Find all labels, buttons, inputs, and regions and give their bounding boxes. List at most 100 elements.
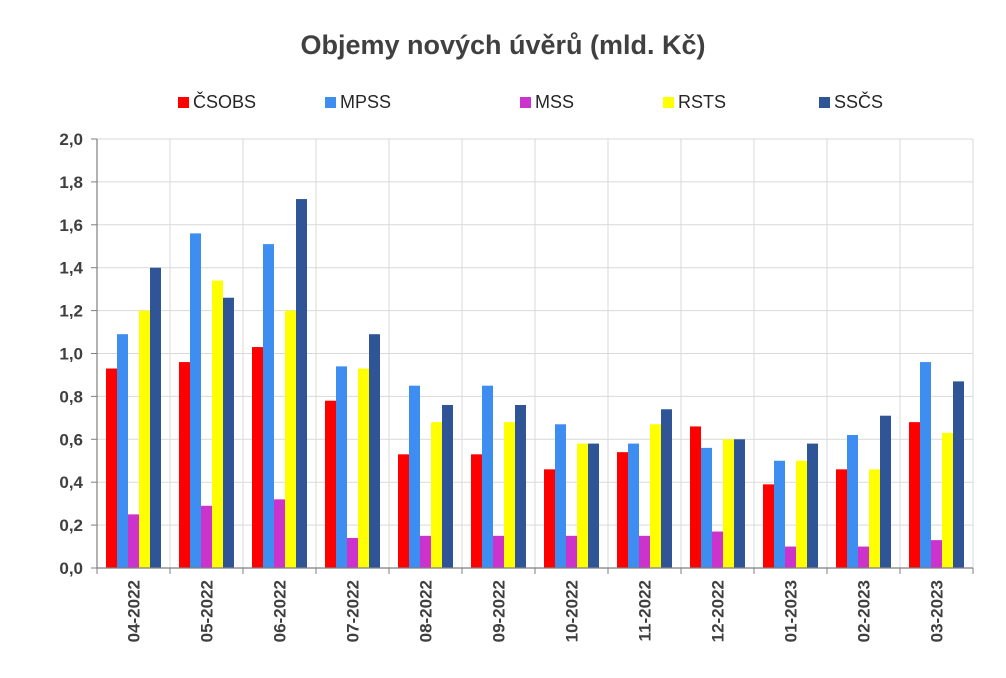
bar [369, 334, 380, 568]
bar [117, 334, 128, 568]
x-tick-label: 06-2022 [271, 580, 290, 642]
bar [734, 439, 745, 568]
legend-label: MSS [535, 91, 575, 112]
bar [807, 443, 818, 568]
y-tick-label: 1,4 [59, 259, 83, 278]
bar [336, 366, 347, 568]
bar [515, 404, 526, 568]
bar [493, 535, 504, 568]
legend-label: ČSOBS [193, 91, 257, 112]
legend-item: RSTS [663, 90, 726, 114]
legend-item: MSS [520, 90, 574, 114]
bar [409, 385, 420, 568]
legend-label: SSČS [834, 91, 884, 112]
legend-swatch [325, 96, 336, 108]
bar [431, 422, 442, 568]
bar [325, 400, 336, 568]
bar [190, 233, 201, 568]
bar [617, 452, 628, 568]
bar [555, 424, 566, 568]
bar [471, 454, 482, 568]
bar [252, 347, 263, 568]
bar [201, 505, 212, 568]
x-tick-label: 10-2022 [563, 580, 582, 642]
bar [588, 443, 599, 568]
bar [836, 469, 847, 568]
bar [577, 443, 588, 568]
bar [712, 531, 723, 568]
bar [847, 435, 858, 568]
bar [566, 535, 577, 568]
bar [274, 499, 285, 568]
chart-title: Objemy nových úvěrů (mld. Kč) [300, 30, 706, 60]
legend: ČSOBS MPSS MSS RSTS SSČS [0, 90, 1006, 114]
bar [263, 244, 274, 569]
bar [953, 381, 964, 568]
legend-item: MPSS [325, 90, 391, 114]
x-tick-label: 04-2022 [125, 580, 144, 642]
bar [544, 469, 555, 568]
bar [482, 385, 493, 568]
y-tick-label: 0,0 [59, 559, 83, 578]
bar [358, 368, 369, 568]
bar [398, 454, 409, 568]
x-tick-label: 07-2022 [344, 580, 363, 642]
y-tick-label: 1,0 [59, 345, 83, 364]
y-tick-label: 0,8 [59, 387, 83, 406]
bar [639, 535, 650, 568]
bar [296, 199, 307, 568]
bar [285, 310, 296, 568]
x-tick-label: 02-2023 [855, 580, 874, 642]
bar [723, 439, 734, 568]
bar [774, 460, 785, 568]
legend-item: ČSOBS [178, 90, 256, 114]
legend-swatch [819, 96, 830, 108]
bar [347, 537, 358, 568]
y-tick-label: 0,4 [59, 473, 83, 492]
y-tick-label: 2,0 [59, 130, 83, 149]
y-tick-label: 0,2 [59, 516, 83, 535]
bar [701, 447, 712, 568]
bar [942, 432, 953, 568]
bar [179, 362, 190, 568]
bar [880, 415, 891, 568]
bar [442, 404, 453, 568]
bar [650, 424, 661, 568]
legend-swatch [663, 96, 674, 108]
bar [661, 409, 672, 568]
bar [920, 362, 931, 568]
bar [223, 297, 234, 568]
x-tick-label: 09-2022 [490, 580, 509, 642]
bar [150, 267, 161, 568]
x-tick-label: 12-2022 [709, 580, 728, 642]
legend-label: RSTS [678, 91, 727, 112]
bar [212, 280, 223, 568]
x-tick-label: 01-2023 [782, 580, 801, 642]
bar [763, 484, 774, 568]
y-tick-label: 1,6 [59, 216, 83, 235]
legend-label: MPSS [340, 91, 392, 112]
y-tick-label: 1,8 [59, 173, 83, 192]
bar [785, 546, 796, 568]
y-tick-label: 1,2 [59, 302, 83, 321]
x-tick-label: 05-2022 [198, 580, 217, 642]
bar [869, 469, 880, 568]
bar [504, 422, 515, 568]
bar [858, 546, 869, 568]
bar [931, 540, 942, 568]
bar [139, 310, 150, 568]
bar [128, 514, 139, 568]
x-tick-label: 03-2023 [928, 580, 947, 642]
bar [909, 422, 920, 568]
legend-swatch [178, 96, 189, 108]
bar [690, 426, 701, 568]
legend-item: SSČS [819, 90, 883, 114]
bar [796, 460, 807, 568]
x-tick-label: 08-2022 [417, 580, 436, 642]
legend-swatch [520, 96, 531, 108]
bar [106, 368, 117, 568]
bar [628, 443, 639, 568]
y-tick-label: 0,6 [59, 430, 83, 449]
